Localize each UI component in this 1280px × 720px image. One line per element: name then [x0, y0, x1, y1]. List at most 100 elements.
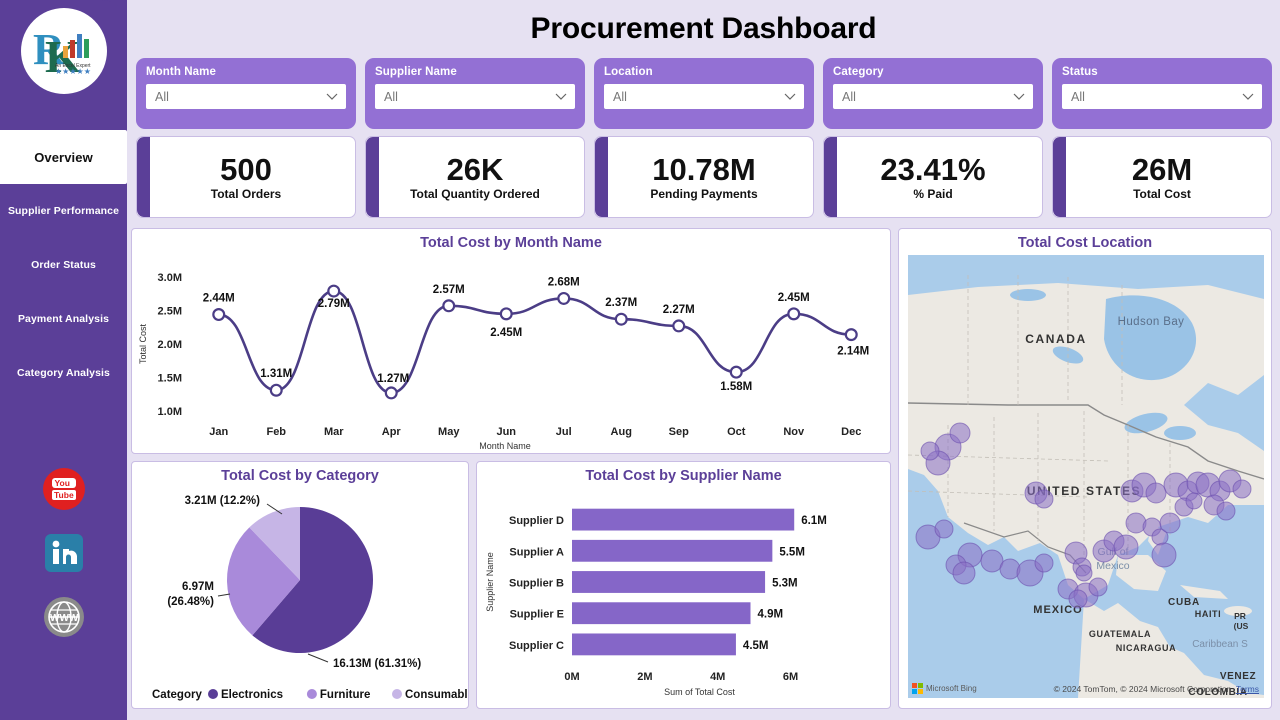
kpi-card-total-orders[interactable]: 500 Total Orders [136, 136, 356, 218]
line-data-point [557, 291, 571, 305]
chevron-down-icon[interactable] [1013, 93, 1025, 101]
line-series-path [217, 289, 853, 395]
pie-legend: Category Electronics Furniture Consumables [152, 689, 480, 701]
bar-category-label: Supplier C [509, 640, 564, 652]
slicer-dropdown[interactable]: All [375, 84, 575, 109]
map-bubble [1216, 501, 1236, 521]
map-bubble [1113, 534, 1139, 560]
slicer-label: Supplier Name [375, 66, 457, 78]
line-data-point [729, 365, 743, 379]
map-bubble [934, 519, 954, 539]
chevron-down-icon[interactable] [784, 93, 796, 101]
kpi-card-total-quantity-ordered[interactable]: 26K Total Quantity Ordered [365, 136, 585, 218]
pie-data-label: 3.21M (12.2%) [185, 495, 261, 507]
slicer-month-name[interactable]: Month Name All [136, 58, 356, 129]
line-data-point [844, 328, 858, 342]
slicer-dropdown[interactable]: All [146, 84, 346, 109]
kpi-card-percent-paid[interactable]: 23.41% % Paid [823, 136, 1043, 218]
map-place-label: MEXICO [1033, 604, 1082, 616]
kpi-card-pending-payments[interactable]: 10.78M Pending Payments [594, 136, 814, 218]
slicer-value: All [842, 89, 856, 104]
kpi-label: % Paid [913, 186, 953, 201]
slicer-category[interactable]: Category All [823, 58, 1043, 129]
y-axis-title: Total Cost [138, 323, 148, 364]
slicer-supplier-name[interactable]: Supplier Name All [365, 58, 585, 129]
map-place-label: (US [1234, 621, 1249, 631]
slicer-status[interactable]: Status All [1052, 58, 1272, 129]
youtube-icon[interactable]: You Tube [41, 466, 87, 512]
x-axis-tick-label: 4M [710, 671, 725, 683]
kpi-value: 10.78M [652, 151, 756, 187]
sidebar-item-payment-analysis[interactable]: Payment Analysis [0, 292, 127, 346]
sidebar-item-order-status[interactable]: Order Status [0, 238, 127, 292]
x-axis-tick-label: Feb [266, 426, 286, 438]
x-axis-title: Sum of Total Cost [664, 687, 735, 697]
pie-chart-title: Total Cost by Category [221, 468, 379, 484]
line-data-label: 2.14M [837, 346, 869, 358]
chevron-down-icon[interactable] [555, 93, 567, 101]
slicer-location[interactable]: Location All [594, 58, 814, 129]
kpi-value: 26K [446, 151, 504, 187]
pie-chart-svg[interactable]: 3.21M (12.2%) 6.97M (26.48%) 16.13M (61.31%… [132, 484, 480, 704]
sidebar-item-category-analysis[interactable]: Category Analysis [0, 346, 127, 400]
chevron-down-icon[interactable] [1242, 93, 1254, 101]
map-great-lakes [1164, 426, 1196, 440]
x-axis-tick-label: Oct [727, 426, 746, 438]
linkedin-icon[interactable] [41, 530, 87, 576]
map-bubble [1232, 479, 1252, 499]
website-icon[interactable]: WWW [41, 594, 87, 640]
sidebar-item-label: Supplier Performance [7, 205, 120, 217]
slicer-dropdown[interactable]: All [1062, 84, 1262, 109]
chevron-down-icon[interactable] [326, 93, 338, 101]
map-central-america [1078, 599, 1264, 698]
pie-legend-swatch [208, 689, 218, 699]
filter-bar: Month Name All Supplier Name All Locatio… [136, 58, 1272, 129]
map-place-label: COLOMBIA [1188, 687, 1247, 698]
map-panel[interactable]: Total Cost Location CANADA Hudson Bay UNIT… [898, 228, 1272, 709]
y-axis-tick-label: 1.0M [158, 406, 182, 418]
line-chart-svg[interactable]: 1.0M 1.5M 2.0M 2.5M 3.0M Total Cost 2.44M 1.31M… [132, 251, 890, 451]
bar-data-label: 4.5M [743, 640, 769, 652]
sidebar-item-label: Order Status [31, 259, 96, 271]
map-place-label: CANADA [1025, 332, 1087, 346]
line-data-label: 1.58M [720, 381, 752, 393]
line-data-label: 2.45M [490, 327, 522, 339]
line-data-point [327, 284, 341, 298]
y-axis-title: Supplier Name [485, 552, 495, 612]
map-hispaniola [1224, 606, 1252, 616]
pie-chart-panel[interactable]: Total Cost by Category 3.21M (12.2%) 6.97… [131, 461, 480, 709]
slicer-dropdown[interactable]: All [833, 84, 1033, 109]
bar-data-label: 5.3M [772, 578, 798, 590]
kpi-value: 500 [220, 151, 272, 187]
x-axis-tick-label: Aug [611, 426, 632, 438]
bar-chart-title: Total Cost by Supplier Name [585, 468, 782, 484]
map-bubble [1145, 482, 1167, 504]
x-axis-tick-label: Mar [324, 426, 344, 438]
line-chart-title: Total Cost by Month Name [420, 235, 602, 251]
map-bubble [1185, 492, 1203, 510]
line-data-point [614, 312, 628, 326]
slicer-value: All [1071, 89, 1085, 104]
bar-chart-panel[interactable]: Total Cost by Supplier Name 6.1M Supplier… [476, 461, 891, 709]
x-axis-tick-label: 2M [637, 671, 652, 683]
map-place-label: Hudson Bay [1118, 316, 1185, 328]
bar-chart-svg[interactable]: 6.1M Supplier D 5.5M Supplier A 5.3M Supplier… [477, 484, 890, 704]
sidebar-item-label: Payment Analysis [17, 313, 110, 325]
bar-rect [572, 633, 736, 656]
line-chart-panel[interactable]: Total Cost by Month Name 1.0M 1.5M 2.0M 2.5… [131, 228, 891, 454]
map-bubble [1068, 589, 1088, 609]
pie-data-label: (26.48%) [167, 596, 214, 608]
kpi-card-total-cost[interactable]: 26M Total Cost [1052, 136, 1272, 218]
sidebar-item-overview[interactable]: Overview [0, 130, 127, 184]
line-data-point [212, 308, 226, 322]
slicer-dropdown[interactable]: All [604, 84, 804, 109]
x-axis-title: Month Name [479, 441, 531, 449]
pie-legend-label: Furniture [320, 689, 370, 701]
x-axis-tick-label: Jun [496, 426, 516, 438]
bar-rect [572, 602, 751, 625]
sidebar-item-supplier-performance[interactable]: Supplier Performance [0, 184, 127, 238]
pie-slice [249, 507, 300, 580]
map-bubble [1088, 577, 1108, 597]
